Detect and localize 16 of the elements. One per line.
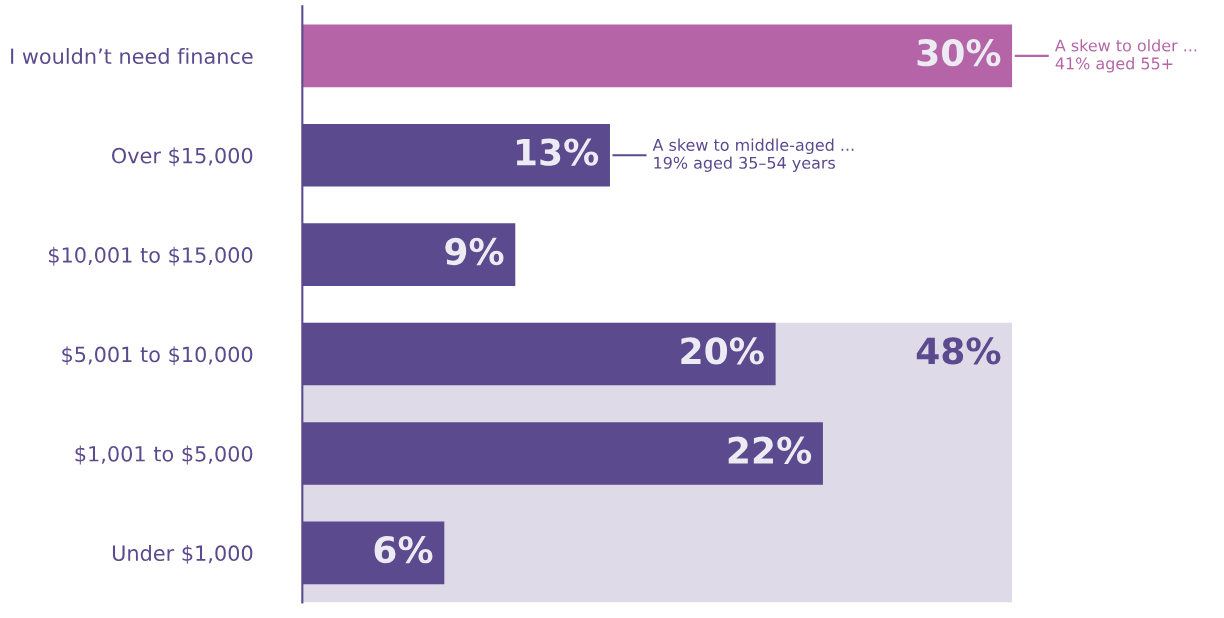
data-label: 9%	[445, 237, 504, 266]
bar	[302, 24, 1013, 88]
data-label: 20%	[681, 337, 764, 365]
y-tick-label: $5,001 to $10,000	[62, 346, 253, 366]
y-tick-label: I wouldn’t need finance	[11, 47, 253, 65]
data-label: 13%	[516, 138, 599, 166]
y-tick-label: $10,001 to $15,000	[48, 246, 253, 266]
y-tick-label: Under $1,000	[112, 544, 253, 564]
band-label: 48%	[916, 337, 1001, 365]
annotation: A skew to middle-aged ... 19% aged 35–54 years	[652, 138, 854, 172]
y-tick-label: Over $15,000	[112, 147, 253, 167]
y-tick-label: $1,001 to $5,000	[75, 445, 253, 465]
data-label: 30%	[917, 39, 1001, 67]
data-label: 22%	[728, 436, 812, 464]
text: A skew to older ... 41% aged 55+	[1054, 39, 1197, 73]
data-label: 6%	[374, 536, 433, 564]
